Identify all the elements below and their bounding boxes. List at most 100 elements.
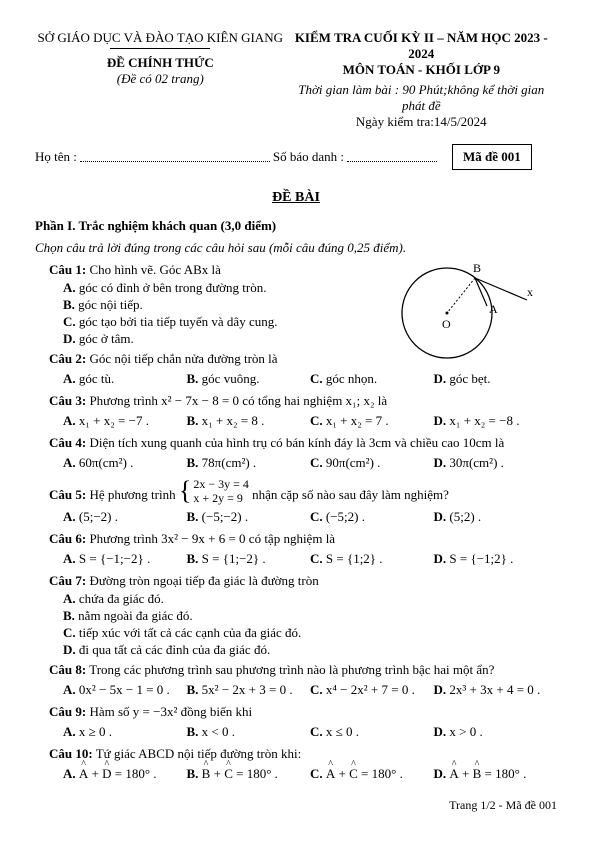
q10-b: B. B + C = 180° . bbox=[187, 764, 311, 784]
q1-diagram: O B A x bbox=[387, 258, 537, 368]
q4: Câu 4: Diện tích xung quanh của hình trụ… bbox=[49, 435, 557, 451]
circle-diagram-svg: O B A x bbox=[387, 258, 537, 368]
q10-text: Tứ giác ABCD nội tiếp đường tròn khi: bbox=[96, 746, 301, 761]
q2-label: Câu 2: bbox=[49, 351, 86, 366]
q3-c: C. x₁ + x₂ = 7 . bbox=[310, 411, 434, 431]
q5-text-pre: Hệ phương trình bbox=[89, 487, 175, 502]
q5-b: B. (−5;−2) . bbox=[187, 507, 311, 527]
q4-b-text: 78π(cm²) . bbox=[202, 455, 257, 470]
id-blank bbox=[347, 152, 437, 162]
q1-label: Câu 1: bbox=[49, 262, 86, 277]
q9: Câu 9: Hàm số y = −3x² đồng biến khi bbox=[49, 704, 557, 720]
svg-text:B: B bbox=[473, 261, 481, 275]
department-name: SỞ GIÁO DỤC VÀ ĐÀO TẠO KIÊN GIANG bbox=[35, 30, 286, 46]
q8-label: Câu 8: bbox=[49, 662, 86, 677]
q6-d: D. S = {−1;2} . bbox=[434, 549, 558, 569]
subject: MÔN TOÁN - KHỐI LỚP 9 bbox=[286, 62, 557, 78]
q2-b-text: góc vuông. bbox=[202, 371, 260, 386]
main-title: ĐỀ BÀI bbox=[35, 190, 557, 206]
q4-c: C. 90π(cm²) . bbox=[310, 453, 434, 473]
q8-a: A. 0x² − 5x − 1 = 0 . bbox=[63, 680, 187, 700]
q3-a: A. x₁ + x₂ = −7 . bbox=[63, 411, 187, 431]
q5-label: Câu 5: bbox=[49, 487, 86, 502]
q9-d: D. x > 0 . bbox=[434, 722, 558, 742]
q9-a-text: x ≥ 0 . bbox=[79, 724, 112, 739]
q7-a: A. chứa đa giác đó. bbox=[63, 591, 557, 607]
q8-c: C. x⁴ − 2x² + 7 = 0 . bbox=[310, 680, 434, 700]
q5-c-text: (−5;2) . bbox=[326, 509, 365, 524]
q7: Câu 7: Đường tròn ngoại tiếp đa giác là … bbox=[49, 573, 557, 589]
q6-label: Câu 6: bbox=[49, 531, 86, 546]
q5-c: C. (−5;2) . bbox=[310, 507, 434, 527]
q4-d-text: 30π(cm²) . bbox=[449, 455, 504, 470]
q2-a: A. góc tù. bbox=[63, 369, 187, 389]
q9-d-text: x > 0 . bbox=[449, 724, 482, 739]
q1-c-text: góc tạo bởi tia tiếp tuyến và dây cung. bbox=[79, 314, 278, 329]
page-footer: Trang 1/2 - Mã đề 001 bbox=[35, 798, 557, 813]
q10-choices: A. A + D = 180° . B. B + C = 180° . C. A… bbox=[63, 764, 557, 784]
q8-b-text: 5x² − 2x + 3 = 0 . bbox=[202, 682, 293, 697]
q1-b-text: góc nội tiếp. bbox=[78, 297, 143, 312]
q8-a-text: 0x² − 5x − 1 = 0 . bbox=[79, 682, 170, 697]
q10-c: C. A + C = 180° . bbox=[310, 764, 434, 784]
q7-d: D. đi qua tất cả các đỉnh của đa giác đó… bbox=[63, 642, 557, 658]
q8-c-text: x⁴ − 2x² + 7 = 0 . bbox=[326, 682, 415, 697]
divider bbox=[110, 48, 210, 49]
q8-b: B. 5x² − 2x + 3 = 0 . bbox=[187, 680, 311, 700]
q3-c-text: x₁ + x₂ = 7 . bbox=[326, 413, 389, 428]
q7-choices: A. chứa đa giác đó. B. nằm ngoài đa giác… bbox=[63, 591, 557, 658]
q9-b-text: x < 0 . bbox=[202, 724, 235, 739]
q3-label: Câu 3: bbox=[49, 393, 86, 408]
q6-choices: A. S = {−1;−2} . B. S = {1;−2} . C. S = … bbox=[63, 549, 557, 569]
q7-text: Đường tròn ngoại tiếp đa giác là đường t… bbox=[89, 573, 318, 588]
q7-b: B. nằm ngoài đa giác đó. bbox=[63, 608, 557, 624]
q8: Câu 8: Trong các phương trình sau phương… bbox=[49, 662, 557, 678]
name-blank bbox=[80, 152, 270, 162]
q5-eq2: x + 2y = 9 bbox=[193, 491, 249, 505]
q4-a: A. 60π(cm²) . bbox=[63, 453, 187, 473]
q3-b: B. x₁ + x₂ = 8 . bbox=[187, 411, 311, 431]
q9-choices: A. x ≥ 0 . B. x < 0 . C. x ≤ 0 . D. x > … bbox=[63, 722, 557, 742]
q4-label: Câu 4: bbox=[49, 435, 86, 450]
q5-d-text: (5;2) . bbox=[449, 509, 481, 524]
q8-d: D. 2x³ + 3x + 4 = 0 . bbox=[434, 680, 558, 700]
q3-text: Phương trình x² − 7x − 8 = 0 có tổng hai… bbox=[89, 393, 387, 408]
svg-text:O: O bbox=[442, 317, 451, 331]
q1-a-text: góc có đỉnh ở bên trong đường tròn. bbox=[79, 280, 267, 295]
q10-d: D. A + B = 180° . bbox=[434, 764, 558, 784]
q7-label: Câu 7: bbox=[49, 573, 86, 588]
q4-d: D. 30π(cm²) . bbox=[434, 453, 558, 473]
date-note: Ngày kiểm tra:14/5/2024 bbox=[286, 114, 557, 130]
q8-text: Trong các phương trình sau phương trình … bbox=[89, 662, 494, 677]
q9-c: C. x ≤ 0 . bbox=[310, 722, 434, 742]
q2-c-text: góc nhọn. bbox=[326, 371, 377, 386]
q5-d: D. (5;2) . bbox=[434, 507, 558, 527]
q4-choices: A. 60π(cm²) . B. 78π(cm²) . C. 90π(cm²) … bbox=[63, 453, 557, 473]
q9-a: A. x ≥ 0 . bbox=[63, 722, 187, 742]
q1-d-text: góc ở tâm. bbox=[79, 331, 134, 346]
part1-instruction: Chọn câu trả lời đúng trong các câu hỏi … bbox=[35, 240, 557, 256]
name-label: Họ tên : bbox=[35, 149, 77, 165]
q7-c: C. tiếp xúc với tất cả các cạnh của đa g… bbox=[63, 625, 557, 641]
q2-b: B. góc vuông. bbox=[187, 369, 311, 389]
q3-a-text: x₁ + x₂ = −7 . bbox=[79, 413, 149, 428]
q10: Câu 10: Tứ giác ABCD nội tiếp đường tròn… bbox=[49, 746, 557, 762]
official-label: ĐỀ CHÍNH THỨC bbox=[35, 55, 286, 71]
pages-note: (Đề có 02 trang) bbox=[35, 71, 286, 87]
time-note: Thời gian làm bài : 90 Phút;không kể thờ… bbox=[286, 82, 557, 114]
q4-text: Diện tích xung quanh của hình trụ có bán… bbox=[89, 435, 504, 450]
q2-text: Góc nội tiếp chắn nửa đường tròn là bbox=[89, 351, 277, 366]
student-info-row: Họ tên : Số báo danh : Mã đề 001 bbox=[35, 144, 557, 170]
q6-d-text: S = {−1;2} . bbox=[449, 551, 513, 566]
q2-d-text: góc bẹt. bbox=[449, 371, 490, 386]
q9-c-text: x ≤ 0 . bbox=[326, 724, 359, 739]
q1-block: Câu 1: Cho hình vẽ. Góc ABx là A. góc có… bbox=[35, 262, 557, 347]
q2-a-text: góc tù. bbox=[79, 371, 114, 386]
q6: Câu 6: Phương trình 3x² − 9x + 6 = 0 có … bbox=[49, 531, 557, 547]
page-header: SỞ GIÁO DỤC VÀ ĐÀO TẠO KIÊN GIANG ĐỀ CHÍ… bbox=[35, 30, 557, 130]
q6-b: B. S = {1;−2} . bbox=[187, 549, 311, 569]
q7-d-text: đi qua tất cả các đỉnh của đa giác đó. bbox=[79, 642, 270, 657]
q5-choices: A. (5;−2) . B. (−5;−2) . C. (−5;2) . D. … bbox=[63, 507, 557, 527]
q2-d: D. góc bẹt. bbox=[434, 369, 558, 389]
q4-a-text: 60π(cm²) . bbox=[79, 455, 134, 470]
